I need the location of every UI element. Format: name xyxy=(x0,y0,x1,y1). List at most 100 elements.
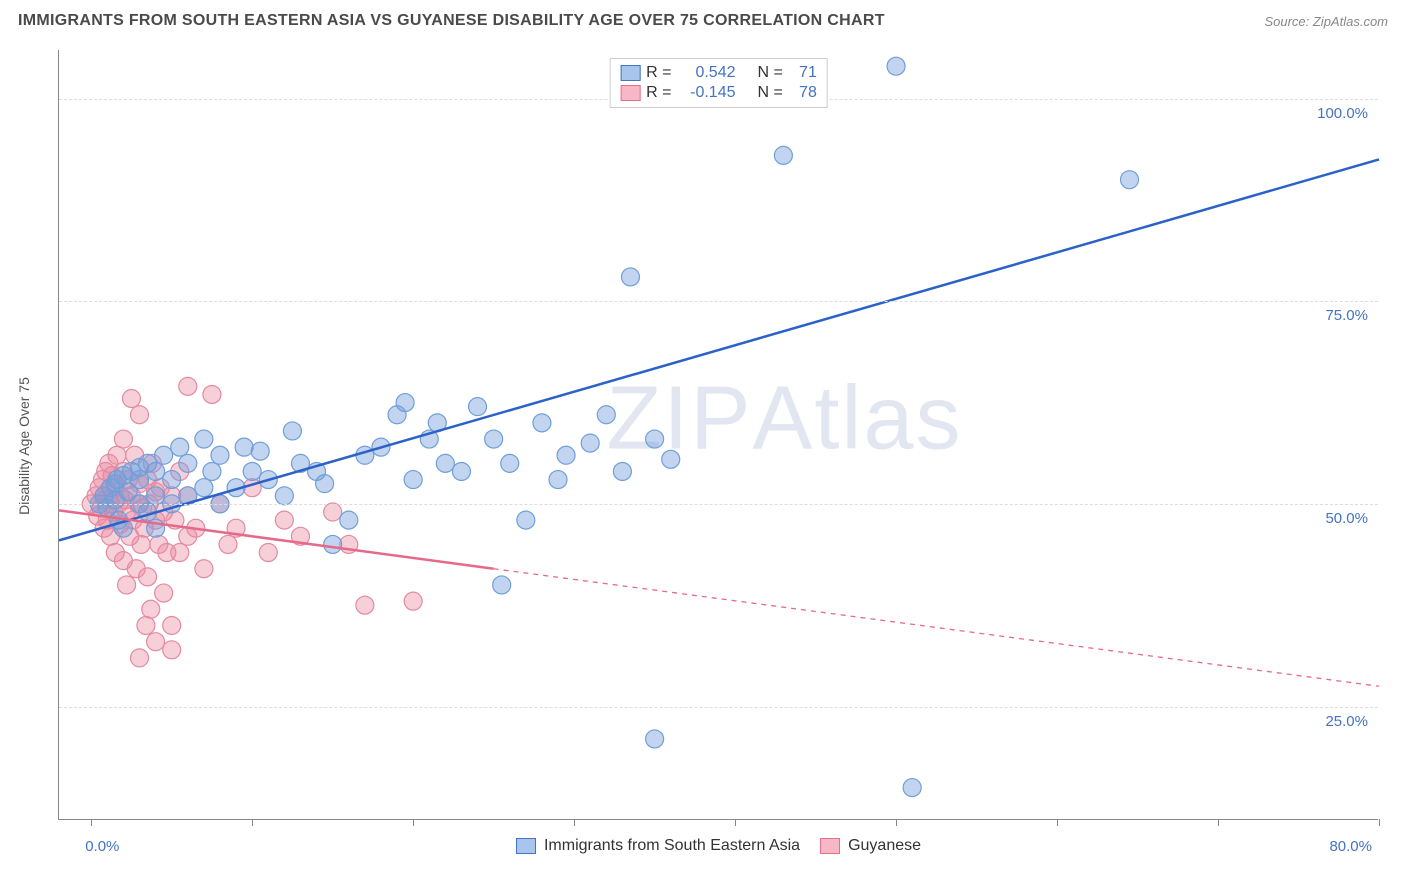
data-point xyxy=(533,414,551,432)
data-point xyxy=(155,446,173,464)
regression-line xyxy=(59,159,1379,540)
title-bar: IMMIGRANTS FROM SOUTH EASTERN ASIA VS GU… xyxy=(18,12,1388,30)
y-tick-label: 100.0% xyxy=(1317,105,1368,122)
data-point xyxy=(132,535,150,553)
data-point xyxy=(147,462,165,480)
data-point xyxy=(108,446,126,464)
data-point xyxy=(243,462,261,480)
data-point xyxy=(621,268,639,286)
gridline xyxy=(59,504,1378,505)
data-point xyxy=(887,57,905,75)
n-value: 71 xyxy=(789,64,817,82)
data-point xyxy=(275,487,293,505)
data-point xyxy=(251,442,269,460)
x-max-label: 80.0% xyxy=(1329,838,1372,855)
data-point xyxy=(219,535,237,553)
data-point xyxy=(114,430,132,448)
data-point xyxy=(122,390,140,408)
data-point xyxy=(452,462,470,480)
data-point xyxy=(493,576,511,594)
data-point xyxy=(195,560,213,578)
data-point xyxy=(203,385,221,403)
data-point xyxy=(171,544,189,562)
gridline xyxy=(59,707,1378,708)
data-point xyxy=(203,462,221,480)
legend-row-pink: R = -0.145 N = 78 xyxy=(620,83,817,103)
source-attribution: Source: ZipAtlas.com xyxy=(1264,14,1388,29)
legend-item-pink: Guyanese xyxy=(820,837,921,855)
data-point xyxy=(137,616,155,634)
r-value: -0.145 xyxy=(678,84,736,102)
data-point xyxy=(142,600,160,618)
n-label: N = xyxy=(758,64,783,82)
legend-item-blue: Immigrants from South Eastern Asia xyxy=(516,837,800,855)
y-tick-label: 25.0% xyxy=(1325,713,1368,730)
x-tick xyxy=(574,819,575,826)
legend-label: Guyanese xyxy=(848,837,921,855)
legend-label: Immigrants from South Eastern Asia xyxy=(544,837,800,855)
data-point xyxy=(340,511,358,529)
data-point xyxy=(235,438,253,456)
data-point xyxy=(195,479,213,497)
data-point xyxy=(163,641,181,659)
data-point xyxy=(155,584,173,602)
x-tick xyxy=(896,819,897,826)
data-point xyxy=(356,596,374,614)
data-point xyxy=(283,422,301,440)
x-tick xyxy=(735,819,736,826)
data-point xyxy=(396,394,414,412)
data-point xyxy=(597,406,615,424)
data-point xyxy=(557,446,575,464)
data-point xyxy=(646,430,664,448)
data-point xyxy=(485,430,503,448)
gridline xyxy=(59,301,1378,302)
data-point xyxy=(549,471,567,489)
data-point xyxy=(324,535,342,553)
y-axis-label: Disability Age Over 75 xyxy=(16,377,32,515)
data-point xyxy=(147,487,165,505)
data-point xyxy=(613,462,631,480)
x-tick xyxy=(413,819,414,826)
data-point xyxy=(179,454,197,472)
data-point xyxy=(139,568,157,586)
data-point xyxy=(662,450,680,468)
data-point xyxy=(130,406,148,424)
legend-swatch-pink xyxy=(820,838,840,854)
y-tick-label: 75.0% xyxy=(1325,307,1368,324)
data-point xyxy=(903,779,921,797)
data-point xyxy=(501,454,519,472)
data-point xyxy=(259,544,277,562)
data-point xyxy=(275,511,293,529)
data-point xyxy=(163,616,181,634)
data-point xyxy=(646,730,664,748)
plot-area: ZIPAtlas R = 0.542 N = 71 R = -0.145 N =… xyxy=(58,50,1378,820)
x-tick xyxy=(91,819,92,826)
x-tick xyxy=(252,819,253,826)
data-point xyxy=(211,446,229,464)
data-point xyxy=(171,438,189,456)
data-point xyxy=(436,454,454,472)
data-point xyxy=(1120,171,1138,189)
x-tick xyxy=(1057,819,1058,826)
correlation-legend: R = 0.542 N = 71 R = -0.145 N = 78 xyxy=(609,58,828,108)
chart-svg xyxy=(59,50,1378,819)
x-tick xyxy=(1218,819,1219,826)
data-point xyxy=(581,434,599,452)
chart-title: IMMIGRANTS FROM SOUTH EASTERN ASIA VS GU… xyxy=(18,12,885,30)
data-point xyxy=(163,471,181,489)
data-point xyxy=(404,471,422,489)
n-label: N = xyxy=(758,84,783,102)
legend-swatch-pink xyxy=(620,85,640,101)
x-tick xyxy=(1379,819,1380,826)
data-point xyxy=(147,633,165,651)
legend-row-blue: R = 0.542 N = 71 xyxy=(620,63,817,83)
r-label: R = xyxy=(646,84,671,102)
data-point xyxy=(774,146,792,164)
data-point xyxy=(356,446,374,464)
data-point xyxy=(179,377,197,395)
data-point xyxy=(130,649,148,667)
data-point xyxy=(195,430,213,448)
data-point xyxy=(316,475,334,493)
data-point xyxy=(517,511,535,529)
legend-swatch-blue xyxy=(620,65,640,81)
